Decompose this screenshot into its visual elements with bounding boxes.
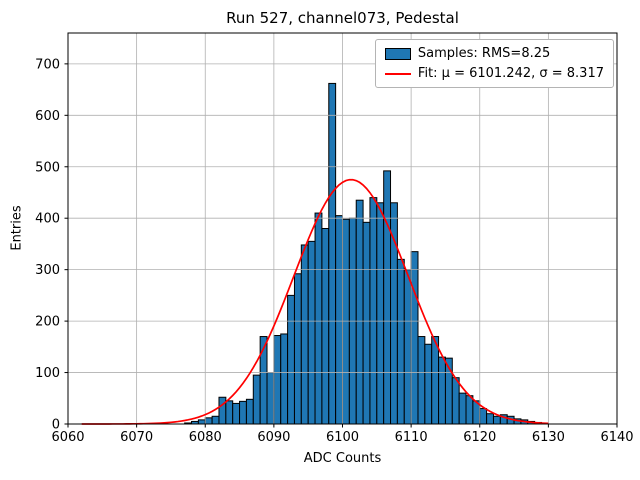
y-tick-label: 700 xyxy=(35,57,60,72)
histogram-bar xyxy=(431,336,440,425)
histogram-bar xyxy=(335,215,344,425)
fit-line-icon xyxy=(384,72,411,75)
y-tick-label: 200 xyxy=(35,315,60,330)
histogram-bar xyxy=(287,294,295,425)
histogram-bar xyxy=(300,244,309,425)
histogram-bar xyxy=(396,258,405,425)
y-tick-label: 400 xyxy=(35,212,60,227)
histogram-bar xyxy=(410,251,419,425)
y-tick-label: 100 xyxy=(35,366,60,381)
histogram-bar xyxy=(225,400,234,425)
histogram-bar xyxy=(376,202,385,425)
tick-labels: 6060 6070 6080 6090 6100 6110 6120 6130 6140 0 100… xyxy=(35,57,633,445)
histogram-bar xyxy=(451,377,460,425)
histogram-bar xyxy=(342,218,350,425)
histogram-bar xyxy=(417,336,426,425)
histogram-bar xyxy=(232,402,241,425)
histogram-bar xyxy=(424,343,433,425)
samples-patch-icon xyxy=(384,47,411,60)
x-tick-label: 6110 xyxy=(395,430,428,445)
y-tick-label: 500 xyxy=(35,160,60,175)
histogram-bar xyxy=(355,199,364,425)
legend-label-samples: Samples: RMS=8.25 xyxy=(417,46,551,61)
histogram-bar xyxy=(204,417,213,425)
histogram-bar xyxy=(252,374,261,425)
histogram-bar xyxy=(492,415,501,425)
legend-item-fit: Fit: μ = 6101.242, σ = 8.317 xyxy=(384,66,604,81)
x-tick-label: 6060 xyxy=(51,430,84,445)
histogram-bar xyxy=(321,228,330,425)
chart-title: Run 527, channel073, Pedestal xyxy=(226,9,459,27)
histogram-bar xyxy=(362,221,371,425)
legend: Samples: RMS=8.25 Fit: μ = 6101.242, σ =… xyxy=(374,39,614,88)
histogram-bar xyxy=(280,333,289,425)
histogram-bar xyxy=(458,392,467,425)
y-axis-label: Entries xyxy=(9,205,25,251)
histogram-bar xyxy=(369,197,378,425)
x-tick-label: 6120 xyxy=(463,430,496,445)
histogram-bar xyxy=(197,419,206,425)
histogram-bar xyxy=(293,273,302,425)
histogram-bar xyxy=(314,212,323,425)
x-axis-label: ADC Counts xyxy=(303,451,382,466)
histogram-bar xyxy=(479,408,488,425)
histogram-bar xyxy=(245,398,254,425)
grid-lines xyxy=(67,33,618,425)
legend-item-samples: Samples: RMS=8.25 xyxy=(384,46,604,61)
histogram-bar xyxy=(211,415,220,425)
histogram-bar xyxy=(403,269,412,425)
histogram-bar xyxy=(465,395,474,425)
histogram-bar xyxy=(383,170,392,425)
x-tick-label: 6080 xyxy=(189,430,222,445)
histogram-bar xyxy=(438,356,446,425)
legend-label-fit: Fit: μ = 6101.242, σ = 8.317 xyxy=(417,66,604,81)
histogram-bar xyxy=(266,372,275,425)
x-tick-label: 6130 xyxy=(532,430,565,445)
x-tick-label: 6140 xyxy=(600,430,633,445)
histogram-bar xyxy=(486,413,494,425)
fit-curve xyxy=(81,178,549,425)
tick-marks xyxy=(64,63,618,428)
histogram-bar xyxy=(273,335,282,425)
y-tick-label: 300 xyxy=(35,263,60,278)
y-tick-label: 0 xyxy=(52,418,60,433)
y-tick-label: 600 xyxy=(35,109,60,124)
x-tick-label: 6090 xyxy=(257,430,290,445)
x-tick-label: 6100 xyxy=(326,430,359,445)
histogram-bar xyxy=(218,396,227,425)
x-tick-label: 6070 xyxy=(120,430,153,445)
histogram-bar xyxy=(239,400,247,425)
histogram-bar xyxy=(307,240,316,425)
